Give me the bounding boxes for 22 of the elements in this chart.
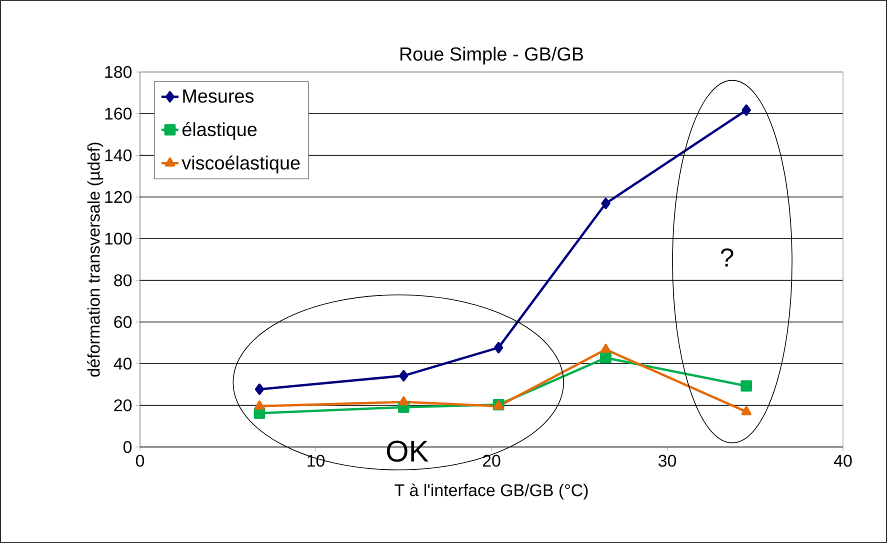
legend-label: élastique [182,122,257,140]
chart-title: Roue Simple - GB/GB [400,46,584,64]
annotation: ? [720,248,734,266]
y-tick-label: 80 [114,274,132,286]
legend-label: viscoélastique [182,155,300,174]
y-tick-label: 100 [105,232,132,245]
x-tick-label: 10 [308,454,325,467]
y-tick-label: 180 [105,66,132,78]
y-tick-label: 40 [114,358,132,370]
y-tick-label: 160 [105,108,132,120]
legend-label: Mesures [183,90,254,103]
y-tick-label: 0 [123,440,132,453]
x-tick-label: 20 [482,454,500,467]
x-tick-label: 40 [834,454,852,467]
y-tick-label: 20 [114,399,132,412]
x-tick-label: 30 [658,454,676,467]
y-tick-label: 140 [105,149,132,162]
x-tick-label: 0 [136,454,144,467]
x-axis-title: T à l'interface GB/GB (°C) [394,484,588,500]
y-axis-title: déformation transversale (µdef) [87,142,104,377]
y-tick-label: 60 [114,316,132,328]
y-tick-label: 120 [105,190,132,203]
